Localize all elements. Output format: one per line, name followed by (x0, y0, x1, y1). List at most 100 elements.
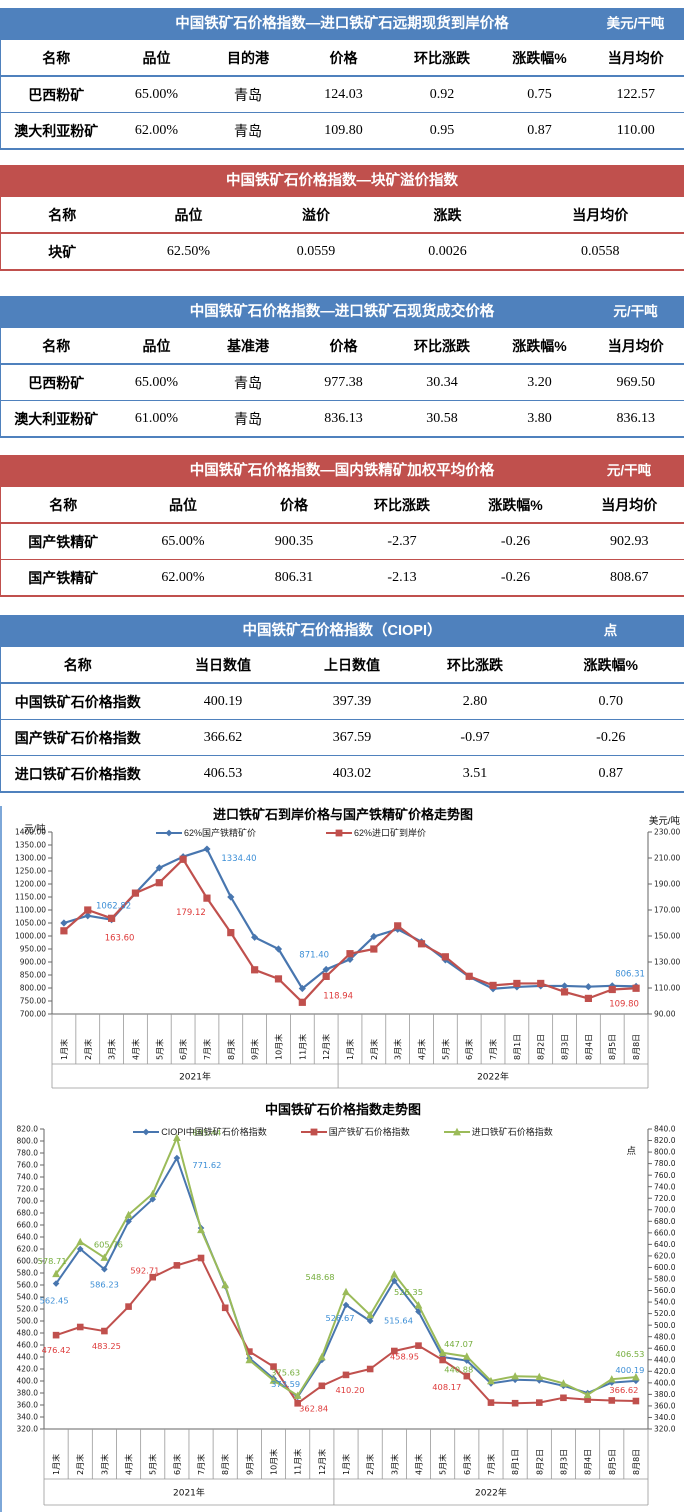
chart-plot: 820.0800.0780.0760.0740.0720.0700.0680.0… (2, 1119, 684, 1507)
chart-title: 进口铁矿石到岸价格与国产铁精矿价格走势图 (2, 806, 684, 824)
category-label: 4月末 (417, 1039, 427, 1060)
category-label: 5月末 (148, 1454, 158, 1475)
row-name: 巴西粉矿 (1, 364, 112, 401)
column-header: 名称 (1, 40, 112, 76)
right-axis-tick-label: 150.00 (654, 932, 680, 941)
row-name: 巴西粉矿 (1, 76, 112, 113)
left-axis-tick-label: 1000.00 (15, 932, 46, 941)
right-axis-tick-label: 210.00 (654, 854, 680, 863)
data-point-green (342, 1288, 350, 1295)
right-axis-tick-label: 700.0 (654, 1205, 676, 1214)
table-header-row: 名称当日数值上日数值环比涨跌涨跌幅% (1, 647, 684, 683)
category-label: 9月末 (250, 1039, 260, 1060)
left-axis-tick-label: 800.00 (20, 984, 46, 993)
cell-value: 62.50% (124, 233, 254, 270)
category-label: 8月1日 (511, 1449, 520, 1475)
table-unit-label: 元/干吨 (574, 455, 684, 487)
cell-value: 0.87 (492, 113, 588, 150)
data-point-red (633, 1398, 640, 1405)
data-point-blue (203, 845, 210, 852)
right-axis-tick-label: 440.0 (654, 1355, 676, 1364)
chart-title: 中国铁矿石价格指数走势图 (2, 1101, 684, 1119)
data-point-red (222, 1305, 229, 1312)
data-point-label: 586.23 (90, 1279, 119, 1289)
category-label: 7月末 (202, 1039, 212, 1060)
data-point-label: 366.62 (609, 1385, 638, 1395)
data-point-label: 562.45 (40, 1296, 69, 1306)
price-table-1: 中国铁矿石价格指数—进口铁矿石远期现货到岸价格美元/干吨名称品位目的港价格环比涨… (0, 8, 684, 150)
price-table-3: 中国铁矿石价格指数—进口铁矿石现货成交价格元/干吨名称品位基准港价格环比涨跌涨跌… (0, 296, 684, 438)
cell-value: 900.35 (241, 523, 348, 560)
data-point-red (609, 986, 616, 993)
left-axis-tick-label: 620.0 (17, 1245, 39, 1254)
category-label: 1月末 (51, 1454, 61, 1475)
cell-value: -0.26 (457, 560, 575, 597)
table-title-bar: 中国铁矿石价格指数—进口铁矿石远期现货到岸价格美元/干吨 (0, 8, 684, 40)
series-line-blue (56, 1158, 636, 1397)
left-axis-tick-label: 420.0 (17, 1365, 39, 1374)
data-point-red (84, 906, 91, 913)
data-point-red (561, 988, 568, 995)
cell-value: 65.00% (126, 523, 241, 560)
left-axis-tick-label: 440.0 (17, 1353, 39, 1362)
cell-value: 30.58 (393, 401, 492, 438)
category-label: 8月8日 (632, 1034, 641, 1060)
data-point-label: 458.95 (390, 1352, 419, 1362)
category-label: 12月末 (321, 1034, 331, 1060)
data-point-red (323, 973, 330, 980)
table-unit-label: 元/干吨 (587, 296, 684, 328)
cell-value: 969.50 (588, 364, 684, 401)
category-label: 5月末 (438, 1454, 448, 1475)
category-label: 8月末 (220, 1454, 230, 1475)
left-axis-tick-label: 640.0 (17, 1233, 39, 1242)
data-point-label: 605.76 (94, 1240, 123, 1250)
category-label: 4月末 (130, 1039, 140, 1060)
right-axis-tick-label: 90.00 (654, 1010, 676, 1019)
column-header: 涨跌幅% (538, 647, 684, 683)
data-point-red (536, 1399, 543, 1406)
chart-plot: 1400.001350.001300.001250.001200.001150.… (2, 824, 684, 1090)
category-label: 7月末 (486, 1454, 496, 1475)
data-point-red (489, 982, 496, 989)
data-point-label: 410.20 (335, 1385, 364, 1395)
cell-value: 30.34 (393, 364, 492, 401)
cell-value: -0.26 (538, 720, 684, 756)
right-axis-tick-label: 190.00 (654, 880, 680, 889)
left-axis-tick-label: 950.00 (20, 945, 46, 954)
right-axis-tick-label: 780.0 (654, 1159, 676, 1168)
data-point-red (227, 929, 234, 936)
data-point-label: 592.71 (130, 1265, 159, 1275)
right-axis-tick-label: 520.0 (654, 1309, 676, 1318)
cell-value: 62.00% (112, 113, 202, 150)
category-label: 3月末 (99, 1454, 109, 1475)
column-header: 涨跌幅% (492, 328, 588, 364)
cell-value: 0.95 (393, 113, 492, 150)
right-axis-tick-label: 720.0 (654, 1194, 676, 1203)
data-point-red (488, 1399, 495, 1406)
cell-value: 2.80 (413, 683, 538, 720)
data-point-red (394, 922, 401, 929)
cell-value: 3.51 (413, 756, 538, 793)
right-axis-tick-label: 380.0 (654, 1390, 676, 1399)
category-label: 12月末 (317, 1449, 327, 1475)
data-point-label: 362.84 (299, 1403, 328, 1413)
right-axis-tick-label: 170.00 (654, 906, 680, 915)
data-point-label: 476.42 (42, 1345, 71, 1355)
data-point-label: 1062.82 (96, 902, 131, 912)
category-label: 8月5日 (608, 1449, 617, 1475)
data-point-label: 871.40 (299, 950, 329, 960)
cell-value: 367.59 (292, 720, 413, 756)
data-point-red (608, 1397, 615, 1404)
column-header: 基准港 (202, 328, 295, 364)
year-group-label: 2021年 (179, 1071, 211, 1083)
left-axis-tick-label: 740.0 (17, 1173, 39, 1182)
cell-value: 806.31 (241, 560, 348, 597)
data-point-blue (585, 983, 592, 990)
data-point-red (346, 950, 353, 957)
column-header: 品位 (112, 328, 202, 364)
right-axis-unit: 美元/吨 (649, 813, 680, 827)
